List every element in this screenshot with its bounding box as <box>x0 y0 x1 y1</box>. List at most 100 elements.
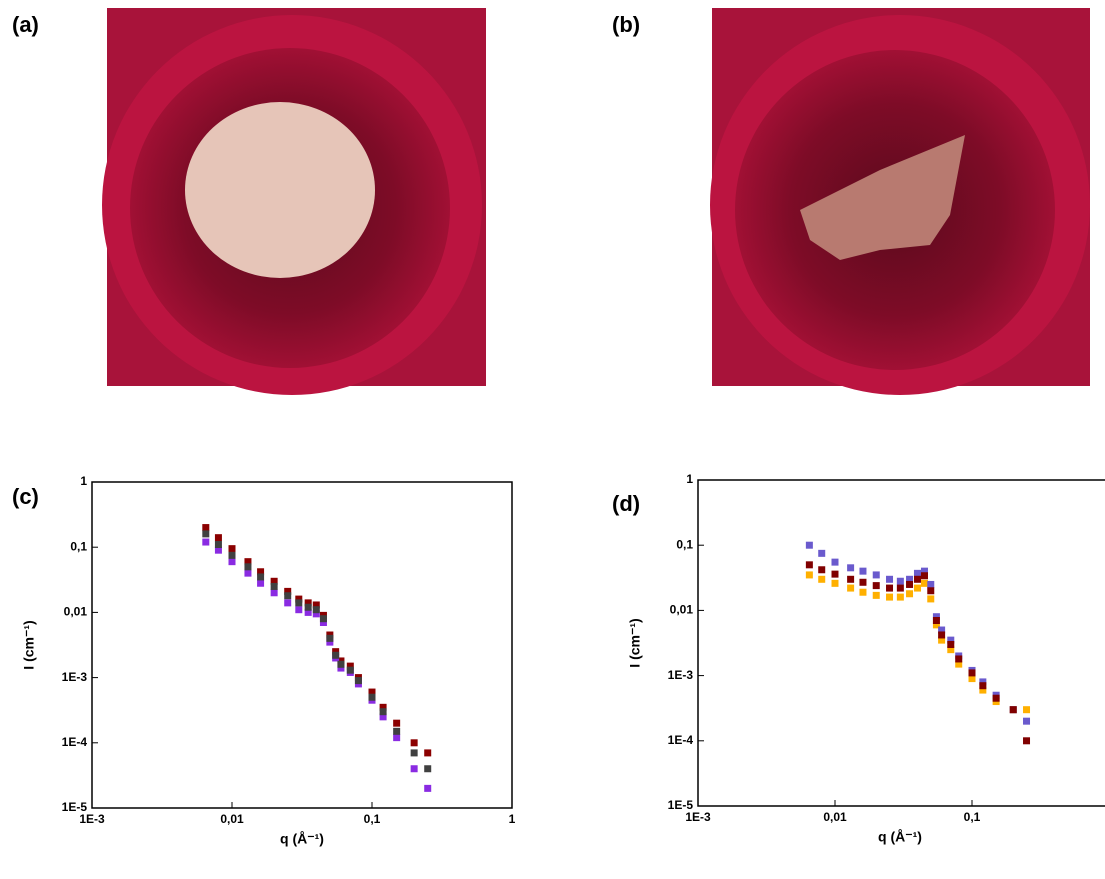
point <box>337 664 345 672</box>
point <box>1023 737 1031 745</box>
point <box>859 588 867 596</box>
y-tick-label: 1E-4 <box>668 733 694 747</box>
point <box>284 592 292 600</box>
panel-label: (b) <box>612 12 640 37</box>
point <box>947 646 955 654</box>
point <box>368 693 376 701</box>
point <box>257 573 265 581</box>
point <box>304 608 312 616</box>
point <box>920 572 928 580</box>
x-tick-label: 1E-3 <box>79 812 105 826</box>
point <box>896 593 904 601</box>
y-tick-label: 0,1 <box>70 539 87 553</box>
point <box>295 595 303 603</box>
point <box>270 582 278 590</box>
point <box>992 694 1000 702</box>
point <box>906 580 914 588</box>
point <box>955 655 963 663</box>
y-tick-label: 1 <box>80 474 87 488</box>
point <box>326 638 334 646</box>
point <box>295 599 303 607</box>
point <box>847 584 855 592</box>
point <box>947 636 955 644</box>
point <box>346 662 354 670</box>
point <box>326 634 334 642</box>
point <box>295 606 303 614</box>
point <box>805 541 813 549</box>
point <box>410 765 418 773</box>
point <box>284 599 292 607</box>
point <box>202 538 210 546</box>
point <box>847 564 855 572</box>
point <box>932 613 940 621</box>
point <box>214 534 222 542</box>
point <box>332 651 340 659</box>
point <box>927 580 935 588</box>
point <box>319 618 327 626</box>
point <box>920 579 928 587</box>
point <box>244 563 252 571</box>
point <box>913 569 921 577</box>
point <box>304 599 312 607</box>
point <box>979 678 987 686</box>
point <box>927 587 935 595</box>
point <box>906 575 914 583</box>
point <box>410 739 418 747</box>
point <box>979 682 987 690</box>
point <box>228 551 236 559</box>
point <box>913 584 921 592</box>
point <box>886 584 894 592</box>
point <box>202 530 210 538</box>
point <box>818 575 826 583</box>
point <box>859 567 867 575</box>
point <box>913 575 921 583</box>
point <box>319 615 327 623</box>
point <box>424 749 432 757</box>
point <box>410 749 418 757</box>
point <box>927 595 935 603</box>
point <box>424 784 432 792</box>
panel-label: (a) <box>12 12 39 37</box>
point <box>805 561 813 569</box>
point <box>346 666 354 674</box>
y-tick-label: 1E-5 <box>668 798 694 812</box>
point <box>214 541 222 549</box>
point <box>312 606 320 614</box>
point <box>332 648 340 656</box>
point <box>1023 717 1031 725</box>
y-axis-label: I (cm⁻¹) <box>21 620 37 669</box>
point <box>818 549 826 557</box>
point <box>886 575 894 583</box>
x-tick-label: 1E-3 <box>685 810 711 824</box>
point <box>244 558 252 566</box>
point <box>368 688 376 696</box>
photo-a <box>102 8 486 395</box>
point <box>859 578 867 586</box>
point <box>831 570 839 578</box>
plot-frame <box>91 481 513 809</box>
point <box>354 677 362 685</box>
point <box>968 675 976 683</box>
y-tick-label: 0,01 <box>670 603 694 617</box>
point <box>886 593 894 601</box>
point <box>424 765 432 773</box>
photo-b <box>710 8 1090 395</box>
x-axis-label: q (Å⁻¹) <box>878 829 922 845</box>
point <box>872 582 880 590</box>
point <box>805 571 813 579</box>
point <box>932 616 940 624</box>
y-tick-label: 1E-3 <box>668 668 694 682</box>
point <box>228 545 236 553</box>
point <box>202 524 210 532</box>
y-axis-label: I (cm⁻¹) <box>627 618 643 667</box>
point <box>312 610 320 618</box>
y-tick-label: 1E-5 <box>62 800 88 814</box>
point <box>932 621 940 629</box>
point <box>831 579 839 587</box>
point <box>896 584 904 592</box>
point <box>938 636 946 644</box>
point <box>979 686 987 694</box>
point <box>393 734 401 742</box>
